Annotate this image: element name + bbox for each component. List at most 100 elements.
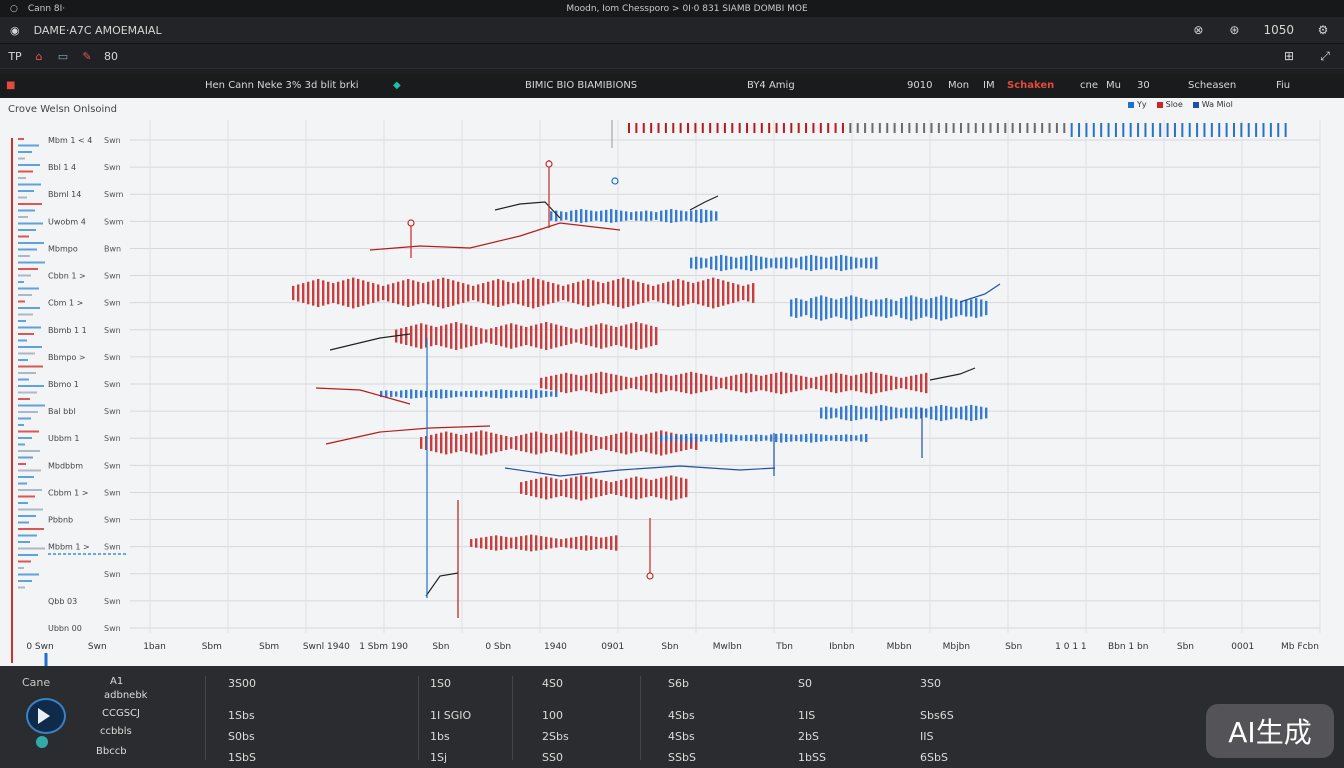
home-icon[interactable]: ⌂ bbox=[35, 49, 43, 63]
bar bbox=[555, 478, 558, 498]
close-icon[interactable]: ⊗ bbox=[1193, 23, 1204, 37]
bar bbox=[740, 373, 743, 393]
bar bbox=[785, 433, 788, 443]
x-tick-label: Tbn bbox=[775, 642, 793, 652]
bar bbox=[567, 284, 570, 302]
bar bbox=[550, 537, 553, 549]
mini-bar bbox=[18, 482, 27, 485]
mini-bar bbox=[18, 307, 40, 309]
layer-icon[interactable]: ▭ bbox=[57, 49, 69, 63]
chart-legend: Yy Sloe Wa Miol bbox=[1128, 100, 1233, 109]
top-strip-bar bbox=[923, 123, 926, 133]
top-strip-bar bbox=[1232, 123, 1235, 137]
top-strip-bar bbox=[1277, 123, 1280, 137]
bar bbox=[632, 280, 635, 306]
x-tick-label: 1 Sbm 190 bbox=[359, 642, 408, 652]
bar bbox=[915, 406, 918, 420]
top-strip-bar bbox=[1019, 123, 1022, 133]
grid-icon[interactable]: ⊞ bbox=[1283, 48, 1295, 63]
mini-bar bbox=[18, 541, 30, 543]
mini-bar bbox=[18, 261, 45, 264]
bar bbox=[500, 325, 503, 347]
bar bbox=[352, 277, 355, 309]
info-cell-highlight[interactable]: Schaken bbox=[1007, 80, 1055, 91]
bar bbox=[715, 433, 718, 443]
tp-tool-button[interactable]: TP bbox=[8, 49, 22, 63]
bar bbox=[660, 434, 663, 442]
bar bbox=[890, 406, 893, 420]
bar bbox=[570, 210, 573, 222]
top-strip-bar bbox=[1026, 123, 1029, 133]
mini-bar bbox=[18, 456, 33, 459]
bar bbox=[302, 283, 305, 303]
bar bbox=[590, 373, 593, 393]
bar bbox=[425, 324, 428, 348]
expand-icon[interactable]: ⤢ bbox=[1320, 48, 1330, 63]
bar bbox=[450, 390, 453, 398]
counter-button[interactable]: 80 bbox=[104, 49, 118, 63]
bar bbox=[735, 374, 738, 392]
top-strip-bar bbox=[1181, 123, 1184, 137]
x-tick-label: 1ban bbox=[143, 642, 166, 652]
bar bbox=[555, 374, 558, 392]
summary-cell: 6SbS bbox=[920, 751, 948, 764]
bar bbox=[520, 482, 523, 494]
top-strip-bar bbox=[694, 123, 697, 133]
bar bbox=[357, 278, 360, 308]
bar bbox=[880, 404, 883, 422]
bar bbox=[640, 477, 643, 499]
bar bbox=[590, 477, 593, 499]
legend-item[interactable]: Yy bbox=[1128, 100, 1147, 109]
top-strip-bar bbox=[664, 123, 667, 133]
top-strip-bar bbox=[834, 123, 837, 133]
bar bbox=[557, 284, 560, 302]
bar bbox=[825, 257, 828, 269]
settings-icon[interactable]: ⚙ bbox=[1317, 23, 1329, 37]
bar bbox=[700, 434, 703, 442]
bar bbox=[637, 281, 640, 305]
point-marker bbox=[611, 177, 619, 185]
bar bbox=[930, 298, 933, 318]
bar bbox=[820, 407, 823, 419]
bar bbox=[540, 536, 543, 550]
top-strip-bar bbox=[930, 123, 933, 133]
main-chart[interactable]: Mbm 1 < 4 Swn Bbl 1 4 Swn Bbml 14 Swm Uwobm 4 S… bbox=[0, 98, 1344, 666]
eye-icon[interactable]: ◉ bbox=[10, 23, 20, 37]
top-strip-bar bbox=[805, 123, 808, 133]
y-tick-label-right: Swn bbox=[104, 488, 121, 497]
bar bbox=[650, 373, 653, 393]
y-tick-label: Bbmb 1 1 bbox=[48, 326, 87, 335]
window-title: Moodn, Iom Chessporo > 0I·0 831 SIAMB DO… bbox=[566, 3, 808, 14]
y-tick-label: Bbl 1 4 bbox=[48, 163, 76, 172]
y-tick-label-right: Swn bbox=[104, 326, 121, 335]
bar bbox=[490, 328, 493, 344]
legend-item[interactable]: Sloe bbox=[1156, 100, 1183, 109]
pen-icon[interactable]: ✎ bbox=[82, 49, 92, 63]
top-strip-bar bbox=[1070, 123, 1073, 137]
mini-bar bbox=[18, 352, 35, 355]
group-icon[interactable]: ⊛ bbox=[1229, 23, 1240, 37]
title-bar: ○ Cann 8I· Moodn, Iom Chessporo > 0I·0 8… bbox=[0, 0, 1344, 17]
bar bbox=[765, 257, 768, 269]
bar bbox=[960, 300, 963, 316]
y-tick-label: Ubbn 00 bbox=[48, 624, 82, 633]
bar bbox=[625, 431, 628, 455]
bar bbox=[387, 284, 390, 302]
bar bbox=[585, 209, 588, 223]
bar bbox=[430, 325, 433, 347]
bar bbox=[830, 373, 833, 393]
bar bbox=[635, 433, 638, 453]
bar bbox=[795, 258, 798, 268]
bar bbox=[800, 375, 803, 391]
bar bbox=[642, 283, 645, 303]
bar bbox=[470, 539, 473, 547]
bar bbox=[855, 374, 858, 392]
bar bbox=[577, 281, 580, 305]
legend-item[interactable]: Wa Miol bbox=[1192, 100, 1233, 109]
bar bbox=[512, 283, 515, 303]
bar bbox=[437, 278, 440, 308]
bar bbox=[815, 296, 818, 320]
avatar[interactable] bbox=[26, 698, 66, 734]
bar bbox=[405, 389, 408, 399]
y-tick-label: Mbm 1 < 4 bbox=[48, 136, 92, 145]
